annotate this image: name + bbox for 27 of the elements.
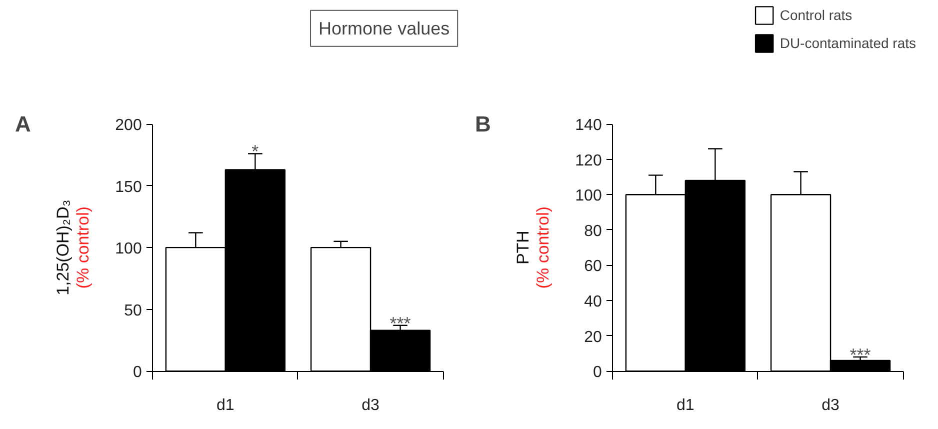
x-tick-label: d1 (676, 397, 694, 414)
legend-label: DU-contaminated rats (780, 35, 916, 51)
y-tick-label: 150 (115, 178, 142, 196)
legend-label: Control rats (780, 7, 852, 23)
text: B (475, 112, 491, 137)
x-tick-label: d1 (216, 397, 234, 414)
y-tick-label: 20 (584, 328, 602, 346)
y-tick-label: 100 (575, 188, 602, 205)
y-tick-label: 0 (592, 364, 602, 382)
y-tick-label: 200 (115, 117, 142, 134)
annotation: * (252, 142, 259, 162)
y-tick-label: 50 (124, 302, 142, 320)
chart-title: Hormone values (318, 18, 450, 38)
y-tick-label: 0 (132, 364, 142, 382)
annotation: *** (390, 313, 411, 334)
y-tick-label: 100 (115, 240, 142, 258)
x-tick-label: d3 (822, 397, 840, 414)
y-tick-label: 60 (584, 258, 602, 276)
y-axis-title: PTH (% control) (513, 206, 553, 289)
x-tick-label: d3 (362, 397, 380, 414)
y-tick-label: 140 (575, 117, 602, 134)
y-tick-label: 40 (584, 294, 602, 310)
y-tick-label: 120 (575, 152, 602, 170)
text: A (15, 112, 32, 137)
y-tick-label: 80 (584, 222, 602, 240)
y-axis-title: 1,25(OH)₂D₃ (% control) (53, 200, 93, 296)
annotation: *** (850, 344, 871, 365)
